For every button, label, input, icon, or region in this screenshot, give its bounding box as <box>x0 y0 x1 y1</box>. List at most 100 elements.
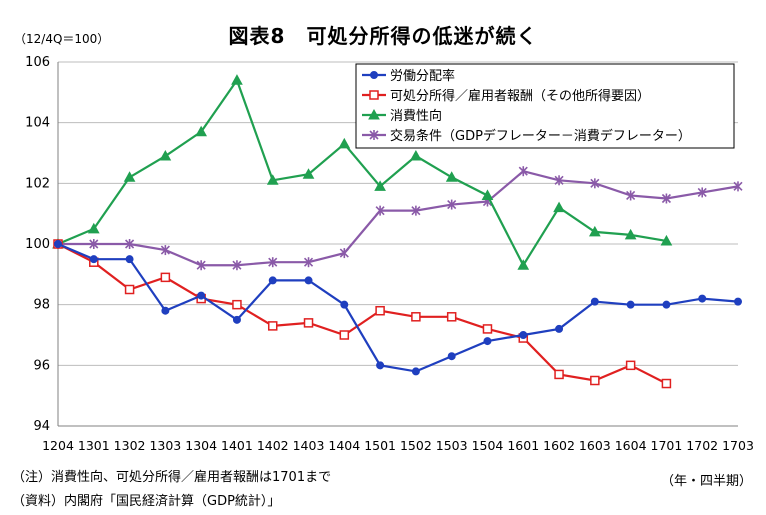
y-tick-labels: 94 96 98 100 102 104 106 <box>25 55 50 434</box>
data-point <box>339 248 349 259</box>
data-point <box>302 168 315 179</box>
series-line <box>57 243 667 385</box>
x-tick-label: 1603 <box>579 438 611 453</box>
data-point <box>411 367 420 376</box>
data-point <box>338 137 351 149</box>
data-point <box>231 74 243 85</box>
data-point <box>375 305 385 316</box>
data-point <box>660 234 673 246</box>
data-point <box>446 312 457 322</box>
legend-box <box>355 63 735 149</box>
y-tick-label: 100 <box>25 237 50 252</box>
series-0 <box>54 240 742 376</box>
data-point <box>411 205 421 216</box>
data-point <box>340 300 349 309</box>
legend-label: 労働分配率 <box>390 68 455 84</box>
x-tick-label: 1204 <box>42 438 74 453</box>
series-line <box>57 242 739 373</box>
y-tick-label: 98 <box>33 298 50 313</box>
data-point <box>304 276 313 285</box>
x-tick-labels: 1204 1301 1302 1303 1304 1401 1402 1403 1404 1501… <box>42 438 754 453</box>
data-point <box>554 175 564 186</box>
data-point <box>697 187 707 198</box>
data-point <box>54 240 62 248</box>
data-point <box>160 245 170 256</box>
series-2 <box>52 74 673 270</box>
data-point <box>303 257 314 268</box>
x-tick-label: 1503 <box>436 438 468 453</box>
x-unit-label: （年・四半期） <box>660 474 752 489</box>
x-tick-label: 1703 <box>722 438 754 453</box>
data-point <box>368 108 380 120</box>
data-point <box>410 150 422 161</box>
data-point <box>376 361 385 370</box>
data-point <box>447 199 457 210</box>
data-point <box>232 299 242 310</box>
data-point <box>369 90 379 100</box>
x-tick-label: 1302 <box>114 438 146 453</box>
y-tick-label: 104 <box>25 116 50 131</box>
data-point <box>268 257 278 268</box>
data-point <box>124 284 135 295</box>
data-point <box>267 321 278 331</box>
x-tick-label: 1304 <box>185 438 217 453</box>
series-line <box>58 169 739 267</box>
y-tick-label: 96 <box>33 358 50 373</box>
x-tick-label: 1502 <box>400 438 432 453</box>
source-note: （資料）内閣府「国民経済計算（GDP統計）」 <box>12 494 281 509</box>
data-point <box>624 228 637 240</box>
x-tick-label: 1402 <box>257 438 289 453</box>
data-point <box>482 324 493 334</box>
data-point <box>159 150 172 161</box>
y-unit-label: （12/4Q＝100） <box>14 32 110 46</box>
data-point <box>590 375 600 386</box>
legend-label: 消費性向 <box>390 108 442 124</box>
data-point <box>375 205 385 216</box>
data-point <box>339 330 350 340</box>
data-point <box>733 181 743 192</box>
data-point <box>661 193 671 204</box>
data-point <box>483 337 492 346</box>
data-point <box>303 318 314 328</box>
data-point <box>268 276 277 285</box>
x-tick-label: 1604 <box>615 438 647 453</box>
data-point <box>196 260 206 271</box>
data-point <box>481 189 494 200</box>
data-point <box>125 255 134 264</box>
x-tick-label: 1404 <box>328 438 360 453</box>
data-point <box>370 71 378 79</box>
data-point <box>590 297 599 306</box>
x-tick-label: 1301 <box>78 438 110 453</box>
data-point <box>588 225 601 237</box>
y-tick-label: 94 <box>33 419 50 434</box>
data-point <box>698 294 707 303</box>
chart-title: 図表8 可処分所得の低迷が続く <box>228 24 538 48</box>
data-point <box>519 331 528 339</box>
x-tick-label: 1701 <box>651 438 683 453</box>
x-tick-label: 1501 <box>364 438 396 453</box>
legend-label: 可処分所得／雇用者報酬（その他所得要因） <box>390 88 650 104</box>
data-point <box>411 312 421 322</box>
y-tick-label: 102 <box>25 176 50 191</box>
data-point <box>89 239 99 249</box>
y-tick-label: 106 <box>25 55 50 70</box>
data-point <box>374 180 386 191</box>
legend-label: 交易条件（GDPデフレーター－消費デフレーター） <box>390 128 691 144</box>
data-point <box>555 324 564 333</box>
data-point <box>661 378 672 389</box>
data-point <box>445 171 458 182</box>
data-point <box>734 297 742 306</box>
data-point <box>590 178 600 189</box>
x-tick-label: 1702 <box>686 438 718 453</box>
data-point <box>232 315 241 324</box>
data-point <box>517 259 530 270</box>
data-point <box>625 360 636 371</box>
data-point <box>125 239 135 249</box>
data-point <box>160 272 171 283</box>
data-point <box>232 260 242 271</box>
data-point <box>626 300 635 309</box>
data-point <box>553 201 565 213</box>
